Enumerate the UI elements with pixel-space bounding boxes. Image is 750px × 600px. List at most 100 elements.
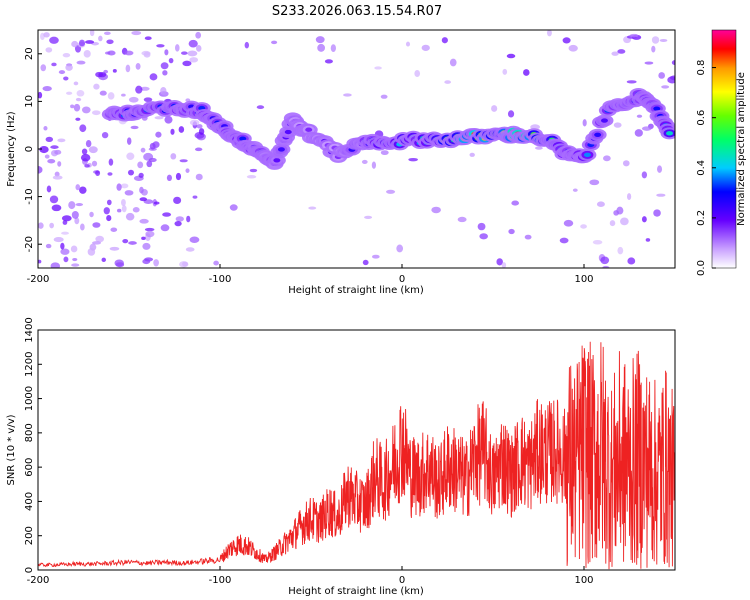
noise-mark [330,44,336,53]
noise-mark [75,203,84,207]
noise-mark [43,32,50,38]
noise-mark [477,222,486,231]
noise-mark [81,148,88,155]
noise-mark [596,201,605,207]
noise-mark [582,119,587,127]
noise-mark [106,39,114,45]
noise-mark [74,217,80,225]
noise-mark [108,158,114,166]
noise-mark [54,149,62,155]
noise-mark [506,53,516,59]
noise-mark [50,262,61,268]
noise-mark [92,222,101,228]
noise-mark [562,37,571,44]
noise-mark [106,215,112,222]
noise-mark [609,220,616,227]
spec-x-tick-label: -100 [209,274,232,285]
noise-mark [93,83,100,90]
noise-mark [75,184,81,191]
noise-mark [421,44,430,51]
noise-mark [189,57,199,63]
noise-mark [641,171,648,179]
noise-mark [45,243,52,249]
noise-mark [76,60,86,65]
noise-mark [135,63,141,70]
spec-y-tick-label: 10 [24,95,35,108]
noise-mark [95,235,104,243]
spectrogram-x-ticks: -200 -100 0 100 [27,264,594,285]
snr-y-tick-label: 200 [24,526,35,545]
noise-mark [49,222,55,229]
noise-mark [44,154,50,159]
spectrogram-y-ticks: -20 -10 0 10 20 [24,47,42,252]
noise-mark [174,44,180,52]
noise-mark [160,224,170,232]
noise-mark [85,139,92,148]
spectral-mark [594,132,602,137]
noise-mark [99,90,107,96]
noise-mark [106,199,112,206]
noise-mark [78,39,86,47]
noise-mark [380,94,388,99]
noise-mark [39,145,49,154]
noise-mark [128,241,137,245]
noise-mark [308,206,317,210]
noise-mark [441,37,448,44]
noise-mark [195,31,202,39]
noise-mark [49,195,59,204]
noise-mark [61,215,72,222]
noise-mark [656,193,666,197]
noise-mark [457,216,467,223]
noise-mark [530,124,541,130]
noise-mark [175,216,184,222]
noise-mark [589,179,600,186]
spec-x-tick-label: -200 [27,274,50,285]
noise-mark [57,138,66,143]
noise-mark [523,69,530,76]
noise-mark [47,158,56,164]
noise-mark [141,236,146,241]
noise-mark [62,53,71,58]
snr-y-tick-label: 600 [24,458,35,477]
noise-mark [162,212,172,217]
noise-mark [611,51,619,56]
colorbar-tick-label: 0.2 [696,210,707,226]
noise-mark [414,70,421,77]
noise-mark [76,89,85,97]
noise-mark [636,114,643,118]
noise-mark [57,161,62,167]
snr-x-tick-label: 0 [399,575,405,586]
spectral-mark [273,158,281,163]
noise-mark [653,209,661,217]
noise-mark [131,30,142,36]
noise-mark [50,145,59,149]
noise-mark [602,265,610,268]
noise-mark [559,237,569,244]
noise-mark [98,35,103,42]
noise-mark [667,76,675,84]
noise-mark [135,85,143,94]
noise-mark [592,239,603,245]
noise-mark [192,195,198,199]
noise-mark [496,258,503,266]
noise-mark [132,207,140,213]
noise-mark [53,237,64,243]
noise-mark [139,197,148,202]
noise-mark [38,91,43,99]
spectrogram-x-label: Height of straight line (km) [288,285,424,296]
noise-mark [91,110,101,116]
noise-mark [162,70,168,76]
noise-mark [181,51,188,55]
noise-mark [81,106,91,114]
noise-mark [138,172,144,178]
snr-y-tick-label: 400 [24,492,35,511]
noise-mark [124,50,134,56]
noise-mark [143,97,153,103]
noise-mark [139,186,144,194]
noise-mark [246,174,257,179]
noise-mark [40,64,47,72]
noise-mark [45,136,54,143]
noise-mark [535,146,543,150]
spectral-mark [600,118,608,123]
noise-mark [42,85,52,92]
